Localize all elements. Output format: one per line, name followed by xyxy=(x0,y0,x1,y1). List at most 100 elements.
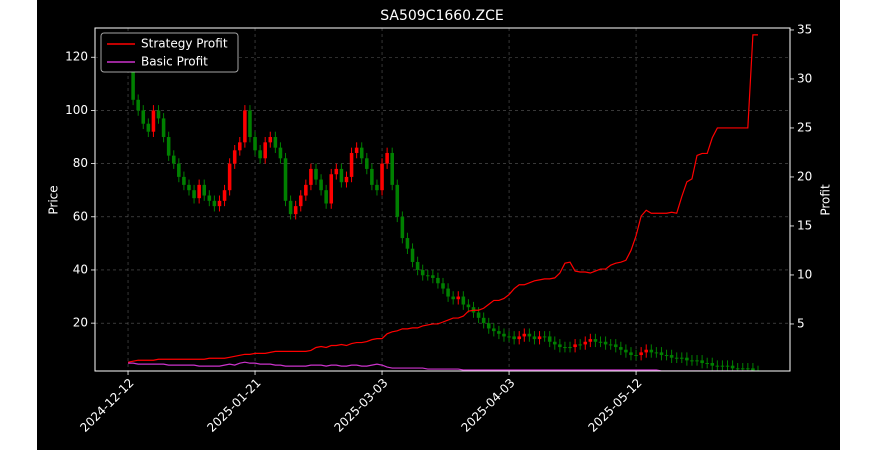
candle-body xyxy=(385,152,389,164)
y2-axis-label: Profit xyxy=(819,184,833,216)
candle-body xyxy=(359,147,364,159)
candle-body xyxy=(746,368,750,370)
candle-body xyxy=(288,200,293,215)
y-axis-label: Price xyxy=(47,185,61,214)
candle-body xyxy=(740,368,745,370)
candle-body xyxy=(131,57,135,100)
candle-body xyxy=(720,365,725,367)
candle-body xyxy=(238,142,242,151)
candle-body xyxy=(654,352,659,354)
candle-body xyxy=(613,344,618,348)
y2-tick-label: 30 xyxy=(797,71,812,85)
candle-body xyxy=(669,355,674,358)
candle-body xyxy=(171,155,176,164)
candle-body xyxy=(192,190,196,199)
candle-body xyxy=(680,357,684,359)
candle-body xyxy=(182,176,186,185)
candle-body xyxy=(222,190,227,201)
figure-background xyxy=(37,0,840,450)
y-tick-label: 80 xyxy=(73,156,88,170)
candle-body xyxy=(329,174,334,204)
candle-body xyxy=(527,333,532,337)
candle-body xyxy=(344,176,349,183)
candle-body xyxy=(420,269,425,276)
y2-tick-label: 10 xyxy=(797,267,812,281)
candle-body xyxy=(700,360,704,364)
candle-body xyxy=(207,195,212,201)
candle-body xyxy=(725,365,730,367)
candle-body xyxy=(629,352,633,356)
legend: Strategy Profit Basic Profit xyxy=(100,32,239,73)
candle-body xyxy=(298,195,303,207)
candle-body xyxy=(588,339,593,342)
candle-body xyxy=(161,118,166,138)
candle-body xyxy=(466,304,471,308)
candle-body xyxy=(558,344,562,348)
candle-body xyxy=(492,328,496,332)
profit-line xyxy=(127,34,758,363)
candle-body xyxy=(258,150,262,159)
candle-body xyxy=(380,163,384,191)
candle-body xyxy=(730,365,735,369)
candle-body xyxy=(542,336,547,338)
candle-body xyxy=(552,341,557,345)
candle-body xyxy=(248,110,252,138)
candle-body xyxy=(481,317,486,324)
y2-tick-label: 20 xyxy=(797,169,812,183)
candle-body xyxy=(232,150,237,164)
candle-body xyxy=(593,339,598,342)
candle-body xyxy=(502,333,506,337)
profit-line xyxy=(128,361,757,371)
chart-title: SA509C1660.ZCE xyxy=(380,8,504,24)
candle-body xyxy=(476,312,481,318)
candle-body xyxy=(649,349,654,353)
candle-body xyxy=(624,349,628,353)
candle-body xyxy=(537,336,542,340)
candle-body xyxy=(456,296,461,300)
candle-body xyxy=(293,206,298,215)
candle-body xyxy=(461,296,466,305)
candle-body xyxy=(695,360,699,362)
candle-body xyxy=(283,158,288,201)
candle-body xyxy=(141,110,146,124)
candle-body xyxy=(278,147,283,159)
candle-body xyxy=(365,158,369,169)
candle-body xyxy=(497,331,501,334)
candle-body xyxy=(177,163,181,177)
candle-body xyxy=(690,360,694,362)
candle-body xyxy=(405,238,410,249)
candle-body xyxy=(309,168,313,185)
candle-body xyxy=(339,168,344,183)
candle-body xyxy=(187,184,191,191)
legend-label: Basic Profit xyxy=(141,55,208,69)
candle-body xyxy=(212,200,217,207)
candle-body xyxy=(436,277,440,284)
candle-body xyxy=(324,190,328,204)
candle-body xyxy=(674,357,679,359)
candle-body xyxy=(705,363,709,365)
candle-body xyxy=(659,352,664,356)
candle-body xyxy=(425,275,430,277)
candle-body xyxy=(202,184,207,196)
y2-tick-label: 5 xyxy=(797,316,805,330)
candle-body xyxy=(644,349,649,353)
axes-frame xyxy=(94,27,791,372)
candle-body xyxy=(441,283,445,289)
candle-body xyxy=(547,336,552,342)
candle-body xyxy=(410,248,415,262)
candle-body xyxy=(217,200,222,207)
y-tick-label: 40 xyxy=(73,262,88,276)
candle-body xyxy=(334,168,339,175)
candle-body xyxy=(151,110,156,132)
candle-body xyxy=(710,363,715,366)
y-tick-label: 20 xyxy=(73,316,88,330)
candle-body xyxy=(578,344,582,346)
candle-body xyxy=(375,184,379,191)
candle-body xyxy=(735,368,740,370)
candle-body xyxy=(664,355,669,357)
candle-body xyxy=(639,352,643,356)
candle-body xyxy=(304,184,308,196)
candle-body xyxy=(243,110,247,143)
y-tick-label: 60 xyxy=(73,209,88,223)
